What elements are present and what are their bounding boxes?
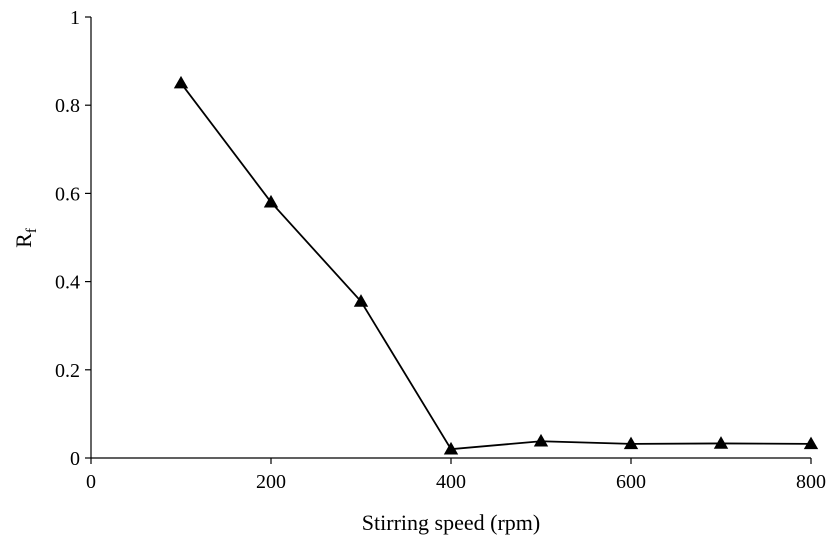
y-tick-label: 0 xyxy=(70,448,80,470)
data-point-marker xyxy=(173,75,189,89)
y-tick-label: 0.6 xyxy=(55,183,80,205)
x-tick-label: 200 xyxy=(256,471,286,493)
y-axis-title: Rf xyxy=(11,228,40,248)
series-layer xyxy=(173,75,819,455)
x-tick-label: 600 xyxy=(616,471,646,493)
y-tick-label: 1 xyxy=(70,7,80,29)
data-point-marker xyxy=(713,436,729,449)
y-tick-label: 0.8 xyxy=(55,95,80,117)
y-axis: 0 0.2 0.4 0.6 0.8 1 xyxy=(55,7,92,470)
data-point-marker xyxy=(443,441,459,455)
data-point-marker xyxy=(623,436,639,450)
x-tick-label: 400 xyxy=(436,471,466,493)
data-point-marker xyxy=(263,194,279,208)
series-line xyxy=(180,82,812,451)
y-tick-label: 0.2 xyxy=(55,360,80,382)
y-axis-title-main: R xyxy=(11,233,36,248)
data-point-marker xyxy=(803,436,819,450)
x-tick-label: 800 xyxy=(796,471,826,493)
y-axis-title-subscript: f xyxy=(24,228,40,233)
x-axis: 0 200 400 600 800 xyxy=(86,457,826,493)
data-point-marker xyxy=(533,433,549,447)
x-tick-label: 0 xyxy=(86,471,96,493)
x-axis-title: Stirring speed (rpm) xyxy=(362,510,540,535)
y-tick-label: 0.4 xyxy=(55,272,80,294)
data-point-marker xyxy=(353,294,369,307)
